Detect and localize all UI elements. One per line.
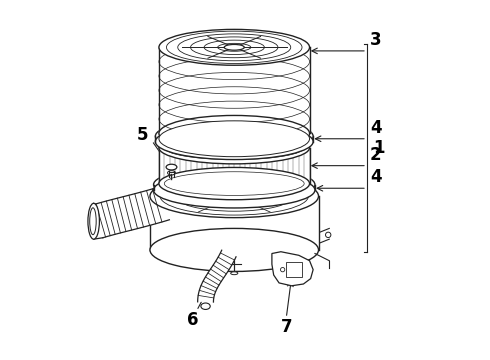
Ellipse shape [153, 172, 315, 208]
Polygon shape [159, 148, 310, 184]
Ellipse shape [150, 175, 318, 218]
Polygon shape [155, 136, 313, 141]
Text: 4: 4 [370, 119, 381, 137]
Ellipse shape [159, 30, 310, 65]
Ellipse shape [201, 303, 210, 310]
Ellipse shape [150, 228, 318, 271]
Polygon shape [286, 262, 302, 277]
Text: 4: 4 [370, 168, 381, 186]
Text: 3: 3 [370, 31, 381, 49]
Ellipse shape [159, 116, 310, 151]
Text: 1: 1 [373, 139, 385, 157]
Ellipse shape [88, 203, 99, 239]
Ellipse shape [224, 44, 245, 50]
Ellipse shape [159, 167, 310, 200]
Polygon shape [272, 252, 313, 286]
Polygon shape [150, 196, 318, 250]
Polygon shape [159, 47, 310, 134]
Ellipse shape [280, 267, 285, 272]
Ellipse shape [155, 118, 313, 154]
Ellipse shape [231, 272, 238, 275]
Ellipse shape [153, 167, 315, 203]
Text: 2: 2 [370, 146, 381, 164]
Polygon shape [153, 185, 315, 190]
Text: 6: 6 [187, 311, 199, 329]
Ellipse shape [159, 132, 310, 164]
Ellipse shape [207, 189, 261, 203]
Ellipse shape [325, 232, 331, 238]
Ellipse shape [155, 124, 313, 159]
Ellipse shape [166, 164, 177, 170]
Ellipse shape [159, 121, 310, 157]
Ellipse shape [90, 208, 96, 235]
Polygon shape [93, 187, 170, 238]
Polygon shape [197, 250, 236, 302]
Text: 5: 5 [137, 126, 148, 144]
Ellipse shape [168, 171, 175, 175]
Text: 7: 7 [280, 318, 292, 336]
